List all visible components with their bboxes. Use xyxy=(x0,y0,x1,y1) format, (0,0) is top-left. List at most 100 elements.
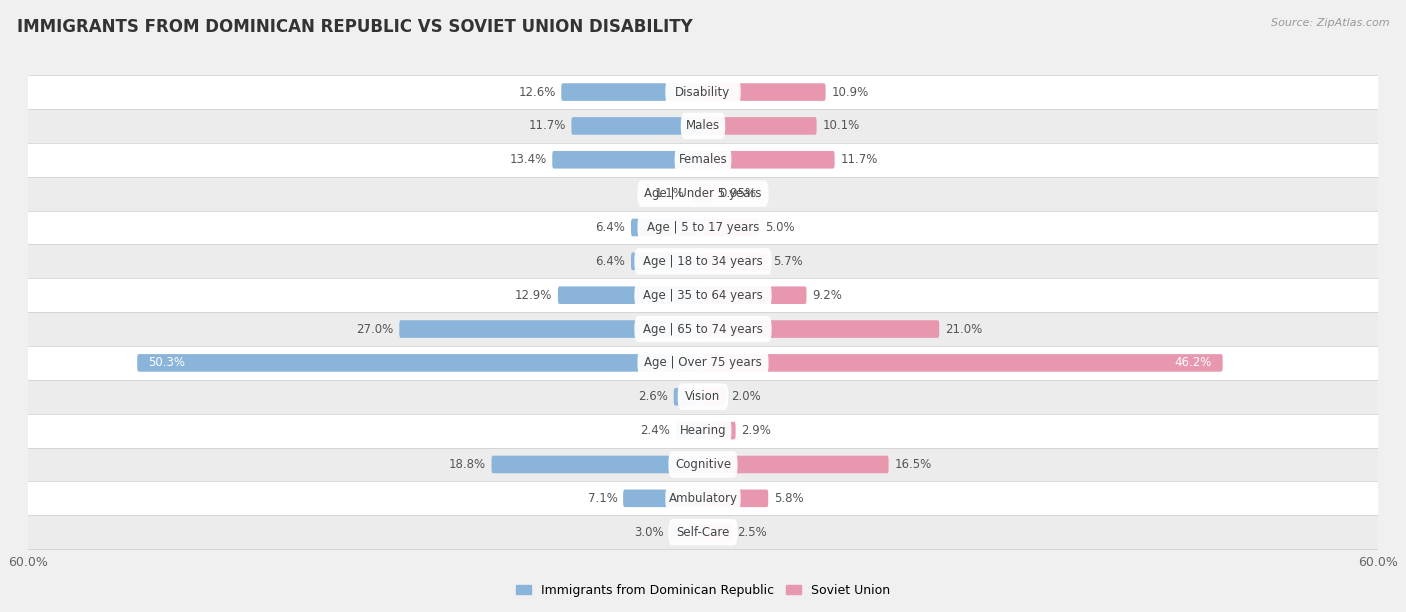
Text: 50.3%: 50.3% xyxy=(149,356,186,370)
FancyBboxPatch shape xyxy=(28,143,1378,177)
FancyBboxPatch shape xyxy=(399,320,703,338)
Text: Disability: Disability xyxy=(675,86,731,99)
FancyBboxPatch shape xyxy=(637,181,769,207)
FancyBboxPatch shape xyxy=(634,282,772,308)
FancyBboxPatch shape xyxy=(665,79,741,105)
Text: 3.0%: 3.0% xyxy=(634,526,664,539)
Text: 2.5%: 2.5% xyxy=(737,526,766,539)
FancyBboxPatch shape xyxy=(492,456,703,473)
Text: Females: Females xyxy=(679,153,727,166)
FancyBboxPatch shape xyxy=(703,117,817,135)
Text: Self-Care: Self-Care xyxy=(676,526,730,539)
FancyBboxPatch shape xyxy=(675,417,731,444)
Text: Vision: Vision xyxy=(685,390,721,403)
FancyBboxPatch shape xyxy=(703,151,835,168)
Text: 16.5%: 16.5% xyxy=(894,458,931,471)
FancyBboxPatch shape xyxy=(681,113,725,139)
FancyBboxPatch shape xyxy=(703,422,735,439)
FancyBboxPatch shape xyxy=(571,117,703,135)
Text: 12.6%: 12.6% xyxy=(519,86,555,99)
Text: 18.8%: 18.8% xyxy=(449,458,486,471)
FancyBboxPatch shape xyxy=(675,146,731,173)
Text: 10.9%: 10.9% xyxy=(831,86,869,99)
Text: Age | 65 to 74 years: Age | 65 to 74 years xyxy=(643,323,763,335)
Text: 5.7%: 5.7% xyxy=(773,255,803,268)
FancyBboxPatch shape xyxy=(28,211,1378,244)
FancyBboxPatch shape xyxy=(703,83,825,101)
Text: Males: Males xyxy=(686,119,720,132)
Text: IMMIGRANTS FROM DOMINICAN REPUBLIC VS SOVIET UNION DISABILITY: IMMIGRANTS FROM DOMINICAN REPUBLIC VS SO… xyxy=(17,18,693,36)
FancyBboxPatch shape xyxy=(138,354,703,371)
FancyBboxPatch shape xyxy=(28,278,1378,312)
Text: 9.2%: 9.2% xyxy=(813,289,842,302)
FancyBboxPatch shape xyxy=(637,349,769,376)
Text: Age | 18 to 34 years: Age | 18 to 34 years xyxy=(643,255,763,268)
FancyBboxPatch shape xyxy=(28,515,1378,549)
FancyBboxPatch shape xyxy=(631,253,703,270)
Legend: Immigrants from Dominican Republic, Soviet Union: Immigrants from Dominican Republic, Sovi… xyxy=(510,579,896,602)
Text: 7.1%: 7.1% xyxy=(588,492,617,505)
FancyBboxPatch shape xyxy=(669,523,703,541)
Text: 2.4%: 2.4% xyxy=(641,424,671,437)
FancyBboxPatch shape xyxy=(703,286,807,304)
Text: 6.4%: 6.4% xyxy=(596,221,626,234)
FancyBboxPatch shape xyxy=(28,414,1378,447)
FancyBboxPatch shape xyxy=(623,490,703,507)
Text: 2.9%: 2.9% xyxy=(741,424,770,437)
FancyBboxPatch shape xyxy=(28,312,1378,346)
Text: 0.95%: 0.95% xyxy=(720,187,756,200)
Text: 10.1%: 10.1% xyxy=(823,119,859,132)
FancyBboxPatch shape xyxy=(28,109,1378,143)
Text: Age | Over 75 years: Age | Over 75 years xyxy=(644,356,762,370)
FancyBboxPatch shape xyxy=(558,286,703,304)
Text: 5.8%: 5.8% xyxy=(773,492,803,505)
Text: 11.7%: 11.7% xyxy=(841,153,877,166)
Text: Cognitive: Cognitive xyxy=(675,458,731,471)
FancyBboxPatch shape xyxy=(703,320,939,338)
FancyBboxPatch shape xyxy=(668,519,738,545)
FancyBboxPatch shape xyxy=(665,485,741,512)
Text: 46.2%: 46.2% xyxy=(1174,356,1212,370)
Text: 5.0%: 5.0% xyxy=(765,221,794,234)
Text: Age | 35 to 64 years: Age | 35 to 64 years xyxy=(643,289,763,302)
FancyBboxPatch shape xyxy=(703,218,759,236)
FancyBboxPatch shape xyxy=(28,244,1378,278)
FancyBboxPatch shape xyxy=(690,185,703,203)
Text: 21.0%: 21.0% xyxy=(945,323,981,335)
FancyBboxPatch shape xyxy=(703,456,889,473)
Text: 2.0%: 2.0% xyxy=(731,390,761,403)
Text: 2.6%: 2.6% xyxy=(638,390,668,403)
Text: 11.7%: 11.7% xyxy=(529,119,565,132)
FancyBboxPatch shape xyxy=(634,316,772,342)
FancyBboxPatch shape xyxy=(703,388,725,406)
Text: 13.4%: 13.4% xyxy=(509,153,547,166)
FancyBboxPatch shape xyxy=(703,253,768,270)
FancyBboxPatch shape xyxy=(676,422,703,439)
FancyBboxPatch shape xyxy=(631,218,703,236)
FancyBboxPatch shape xyxy=(673,388,703,406)
FancyBboxPatch shape xyxy=(668,451,738,478)
FancyBboxPatch shape xyxy=(634,248,772,275)
FancyBboxPatch shape xyxy=(561,83,703,101)
FancyBboxPatch shape xyxy=(28,346,1378,380)
Text: 6.4%: 6.4% xyxy=(596,255,626,268)
FancyBboxPatch shape xyxy=(553,151,703,168)
Text: 27.0%: 27.0% xyxy=(357,323,394,335)
Text: Age | Under 5 years: Age | Under 5 years xyxy=(644,187,762,200)
FancyBboxPatch shape xyxy=(703,490,768,507)
FancyBboxPatch shape xyxy=(703,523,731,541)
FancyBboxPatch shape xyxy=(28,380,1378,414)
Text: 1.1%: 1.1% xyxy=(655,187,685,200)
FancyBboxPatch shape xyxy=(28,482,1378,515)
FancyBboxPatch shape xyxy=(703,354,1223,371)
FancyBboxPatch shape xyxy=(28,75,1378,109)
Text: Source: ZipAtlas.com: Source: ZipAtlas.com xyxy=(1271,18,1389,28)
FancyBboxPatch shape xyxy=(28,177,1378,211)
FancyBboxPatch shape xyxy=(637,214,769,241)
Text: Hearing: Hearing xyxy=(679,424,727,437)
FancyBboxPatch shape xyxy=(28,447,1378,482)
Text: 12.9%: 12.9% xyxy=(515,289,553,302)
Text: Ambulatory: Ambulatory xyxy=(668,492,738,505)
Text: Age | 5 to 17 years: Age | 5 to 17 years xyxy=(647,221,759,234)
FancyBboxPatch shape xyxy=(678,384,728,410)
